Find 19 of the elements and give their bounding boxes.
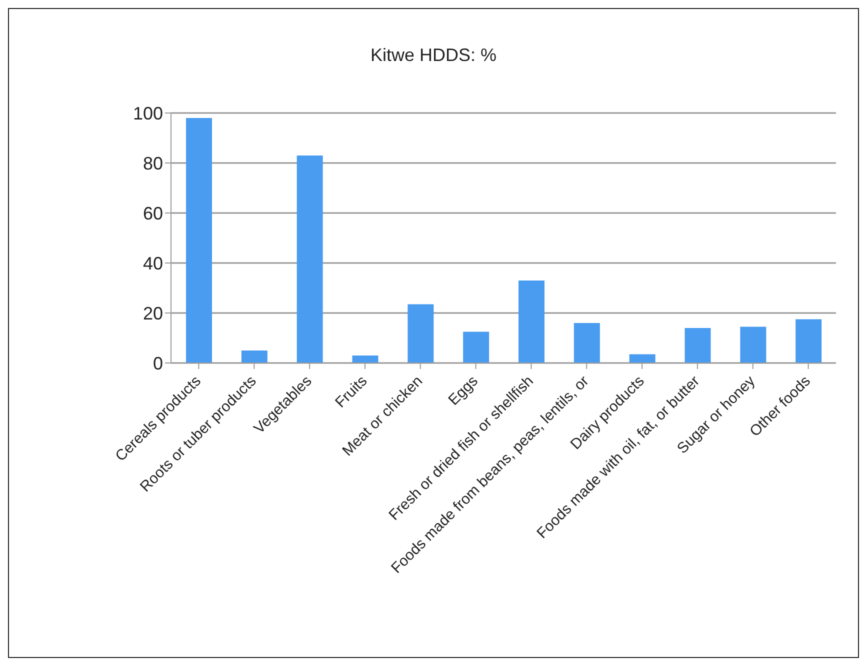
y-tick-label: 80 bbox=[142, 153, 163, 174]
bar bbox=[352, 356, 378, 363]
bar bbox=[684, 328, 711, 363]
bar bbox=[408, 304, 434, 363]
bar bbox=[463, 332, 490, 363]
y-tick-label: 20 bbox=[142, 303, 163, 324]
bar bbox=[186, 118, 212, 363]
bar bbox=[629, 354, 656, 363]
y-tick-label: 40 bbox=[142, 253, 163, 274]
bar bbox=[296, 156, 323, 363]
bar bbox=[518, 280, 544, 363]
bar bbox=[740, 326, 766, 363]
y-tick-label: 60 bbox=[142, 203, 163, 224]
y-tick-label: 100 bbox=[132, 103, 163, 124]
bar bbox=[574, 323, 600, 363]
bar bbox=[796, 319, 822, 363]
chart-title: Kitwe HDDS: % bbox=[369, 45, 498, 66]
y-tick-label: 0 bbox=[152, 353, 163, 374]
bar bbox=[241, 350, 268, 363]
